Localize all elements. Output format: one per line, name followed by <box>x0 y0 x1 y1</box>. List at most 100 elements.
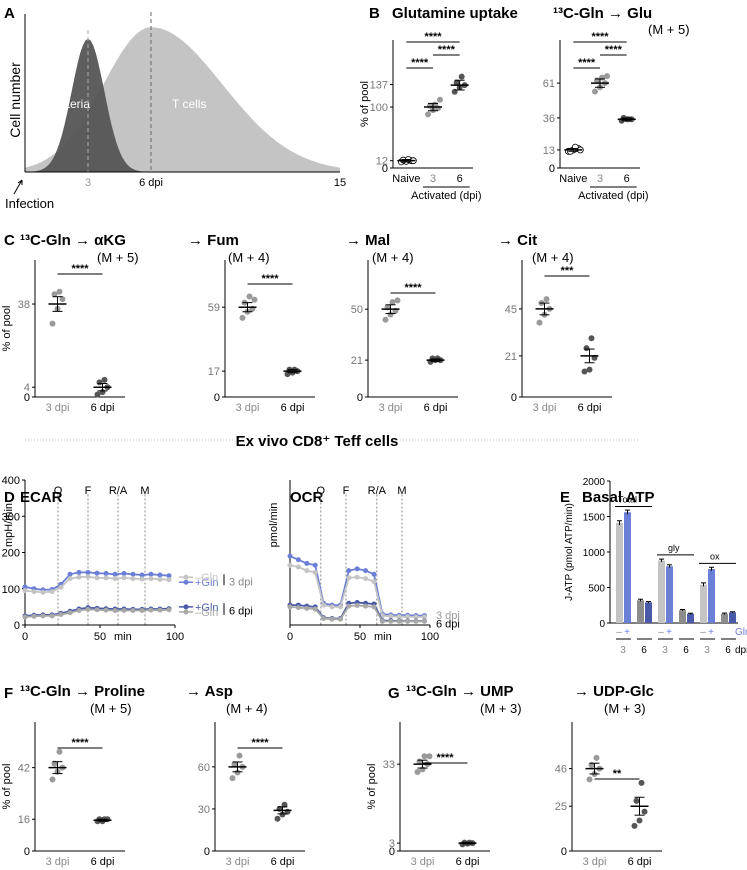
gln-minus: – <box>616 627 622 638</box>
legend-group-label: 3 dpi <box>436 610 460 622</box>
series-point <box>85 606 91 612</box>
significance-label: **** <box>71 737 89 749</box>
panel-letter-D: D <box>4 489 15 506</box>
series-point <box>76 569 82 575</box>
series-point <box>312 606 318 612</box>
data-point <box>604 73 610 80</box>
series-point <box>337 616 343 622</box>
data-point <box>426 753 433 760</box>
gln-plus: + <box>666 627 672 638</box>
dpi-label: 3 <box>704 645 710 656</box>
y-axis-label: % of pool <box>1 764 13 810</box>
y-tick-label: 1000 <box>583 548 606 559</box>
legend-group-label: 6 dpi <box>436 618 460 630</box>
series-point <box>49 589 55 595</box>
x-tick-label: 3 dpi <box>533 402 557 414</box>
significance-label: **** <box>436 752 454 764</box>
series-point <box>166 607 172 613</box>
series-point <box>329 616 335 622</box>
chart-title: → Cit <box>498 232 537 249</box>
data-point <box>51 291 58 298</box>
x-tick-label: 3 <box>430 173 436 185</box>
y-axis-label: mpH/min <box>3 503 15 547</box>
x-tick-label: 6 dpi <box>91 402 115 414</box>
x-tick-label: 3 <box>85 177 91 189</box>
series-point <box>67 576 73 582</box>
panel-letter-A: A <box>4 5 15 22</box>
series-point <box>139 572 145 578</box>
data-point <box>236 752 243 759</box>
bar <box>687 613 694 623</box>
x-tick-label: 0 <box>22 631 28 643</box>
y-tick-label: 0 <box>357 392 363 404</box>
y-tick-label: 400 <box>2 475 20 487</box>
x-tick-label: 3 dpi <box>236 402 260 414</box>
y-tick-label: 17 <box>208 366 220 378</box>
x-tick-label: 6 dpi <box>271 856 295 868</box>
series-point <box>304 568 310 574</box>
series-point <box>85 569 91 575</box>
data-point <box>49 776 56 783</box>
y-tick-label: 21 <box>505 351 517 363</box>
series-point <box>22 584 28 590</box>
y-tick-label: 0 <box>214 392 220 404</box>
chart-subtitle: (M + 4) <box>228 250 270 265</box>
chart-title: Glutamine uptake <box>392 5 518 22</box>
series-point <box>22 588 28 594</box>
data-point <box>49 320 56 327</box>
y-tick-label: 45 <box>505 304 517 316</box>
legend-group-label: 3 dpi <box>229 577 253 589</box>
series-point <box>421 618 427 624</box>
data-point <box>593 754 600 761</box>
x-axis-label: min <box>114 631 132 643</box>
legend-group-label: 6 dpi <box>229 606 253 618</box>
data-point <box>414 769 421 776</box>
bar <box>708 569 715 623</box>
series-point <box>312 569 318 575</box>
legend-label: +Gln <box>195 602 219 614</box>
data-point <box>536 319 543 326</box>
series-point <box>363 568 369 574</box>
bar <box>729 612 736 623</box>
y-tick-label: 25 <box>555 801 567 813</box>
group-label: Activated (dpi) <box>578 190 648 202</box>
chart-title: → UDP-Glc <box>574 683 654 700</box>
bar <box>645 602 652 623</box>
legend-label: –Gln <box>195 607 218 619</box>
data-point <box>543 296 550 303</box>
series-point <box>287 553 293 559</box>
significance-label: **** <box>411 57 429 69</box>
series-point <box>121 571 127 577</box>
y-axis-label: Cell number <box>7 62 23 138</box>
y-tick-label: 46 <box>555 764 567 776</box>
chart-subtitle: (M + 3) <box>604 701 646 716</box>
infection-label: Infection <box>5 196 54 211</box>
y-tick-label: 21 <box>351 355 363 367</box>
bar <box>679 610 686 623</box>
y-tick-label: 0 <box>389 846 395 858</box>
bar <box>616 522 623 623</box>
significance-label: **** <box>605 44 623 56</box>
series-point <box>379 618 385 624</box>
y-tick-label: 16 <box>18 814 30 826</box>
series-point <box>337 604 343 610</box>
series-point <box>139 608 145 613</box>
injection-label: F <box>85 485 92 497</box>
chart-subtitle: (M + 5) <box>97 250 139 265</box>
y-tick-label: 300 <box>2 511 20 523</box>
injection-label: M <box>397 485 406 497</box>
data-point <box>239 314 246 321</box>
series-point <box>40 613 46 619</box>
data-point <box>586 776 593 783</box>
series-point <box>121 608 127 613</box>
data-point <box>641 808 648 815</box>
dpi-label: 6 <box>683 645 689 656</box>
series-point <box>148 576 154 582</box>
chart-subtitle: (M + 5) <box>648 22 690 37</box>
gln-suffix: Gln <box>735 627 747 638</box>
series-point <box>371 579 377 584</box>
series-label-tcells: T cells <box>172 97 206 111</box>
data-point <box>631 822 638 829</box>
series-point <box>346 568 352 574</box>
